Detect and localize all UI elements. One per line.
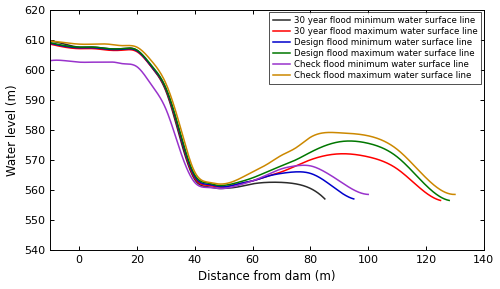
30 year flood minimum water surface line [47, 39, 53, 43]
Design flood maximum water surface line [263, 171, 269, 174]
Design flood minimum water surface line [228, 184, 234, 188]
30 year flood minimum water surface line [210, 186, 216, 190]
Line: Design flood maximum water surface line: Design flood maximum water surface line [50, 42, 449, 201]
Check flood minimum water surface line [308, 164, 314, 168]
Check flood maximum water surface line [288, 149, 294, 152]
30 year flood maximum water surface line [367, 155, 373, 159]
Design flood minimum water surface line [350, 197, 356, 201]
Design flood maximum water surface line [436, 195, 442, 198]
Check flood minimum water surface line [54, 58, 60, 62]
Design flood minimum water surface line [296, 170, 302, 174]
Check flood minimum water surface line [365, 193, 371, 196]
Check flood minimum water surface line [199, 185, 205, 189]
Design flood maximum water surface line [446, 199, 452, 202]
Design flood minimum water surface line [212, 184, 218, 187]
Design flood maximum water surface line [239, 179, 245, 183]
Design flood minimum water surface line [47, 42, 53, 45]
Design flood minimum water surface line [192, 174, 198, 177]
Design flood minimum water surface line [193, 177, 199, 180]
30 year flood minimum water surface line [315, 191, 321, 195]
30 year flood maximum water surface line [280, 170, 285, 173]
30 year flood maximum water surface line [235, 182, 241, 186]
X-axis label: Distance from dam (m): Distance from dam (m) [198, 271, 336, 284]
Design flood maximum water surface line [284, 162, 290, 165]
Check flood minimum water surface line [237, 183, 243, 187]
Legend: 30 year flood minimum water surface line, 30 year flood maximum water surface li: 30 year flood minimum water surface line… [269, 12, 482, 84]
30 year flood maximum water surface line [232, 183, 238, 186]
Check flood minimum water surface line [200, 186, 206, 189]
30 year flood maximum water surface line [438, 199, 444, 202]
Line: Check flood minimum water surface line: Check flood minimum water surface line [50, 60, 368, 194]
Check flood maximum water surface line [47, 39, 53, 43]
Check flood maximum water surface line [266, 161, 272, 165]
30 year flood maximum water surface line [258, 177, 264, 180]
30 year flood minimum water surface line [178, 138, 184, 142]
Y-axis label: Water level (m): Water level (m) [6, 84, 18, 176]
Check flood maximum water surface line [452, 193, 458, 196]
Line: 30 year flood maximum water surface line: 30 year flood maximum water surface line [50, 44, 440, 201]
30 year flood minimum water surface line [272, 181, 278, 184]
Check flood minimum water surface line [47, 59, 53, 62]
30 year flood maximum water surface line [428, 194, 434, 198]
Design flood minimum water surface line [344, 194, 349, 198]
30 year flood minimum water surface line [179, 144, 185, 148]
Check flood maximum water surface line [242, 174, 248, 178]
Check flood minimum water surface line [220, 187, 226, 190]
Line: 30 year flood minimum water surface line: 30 year flood minimum water surface line [50, 41, 325, 199]
Design flood maximum water surface line [236, 180, 242, 184]
Check flood maximum water surface line [240, 175, 246, 179]
Check flood minimum water surface line [358, 191, 364, 195]
Line: Check flood maximum water surface line: Check flood maximum water surface line [50, 41, 455, 194]
30 year flood minimum water surface line [322, 197, 328, 201]
30 year flood minimum water surface line [196, 182, 202, 186]
Check flood maximum water surface line [379, 138, 385, 142]
30 year flood maximum water surface line [47, 42, 53, 46]
Design flood maximum water surface line [374, 144, 380, 148]
Line: Design flood minimum water surface line: Design flood minimum water surface line [50, 43, 354, 199]
Design flood maximum water surface line [47, 41, 53, 44]
Check flood maximum water surface line [442, 191, 448, 194]
Check flood maximum water surface line [451, 193, 457, 196]
